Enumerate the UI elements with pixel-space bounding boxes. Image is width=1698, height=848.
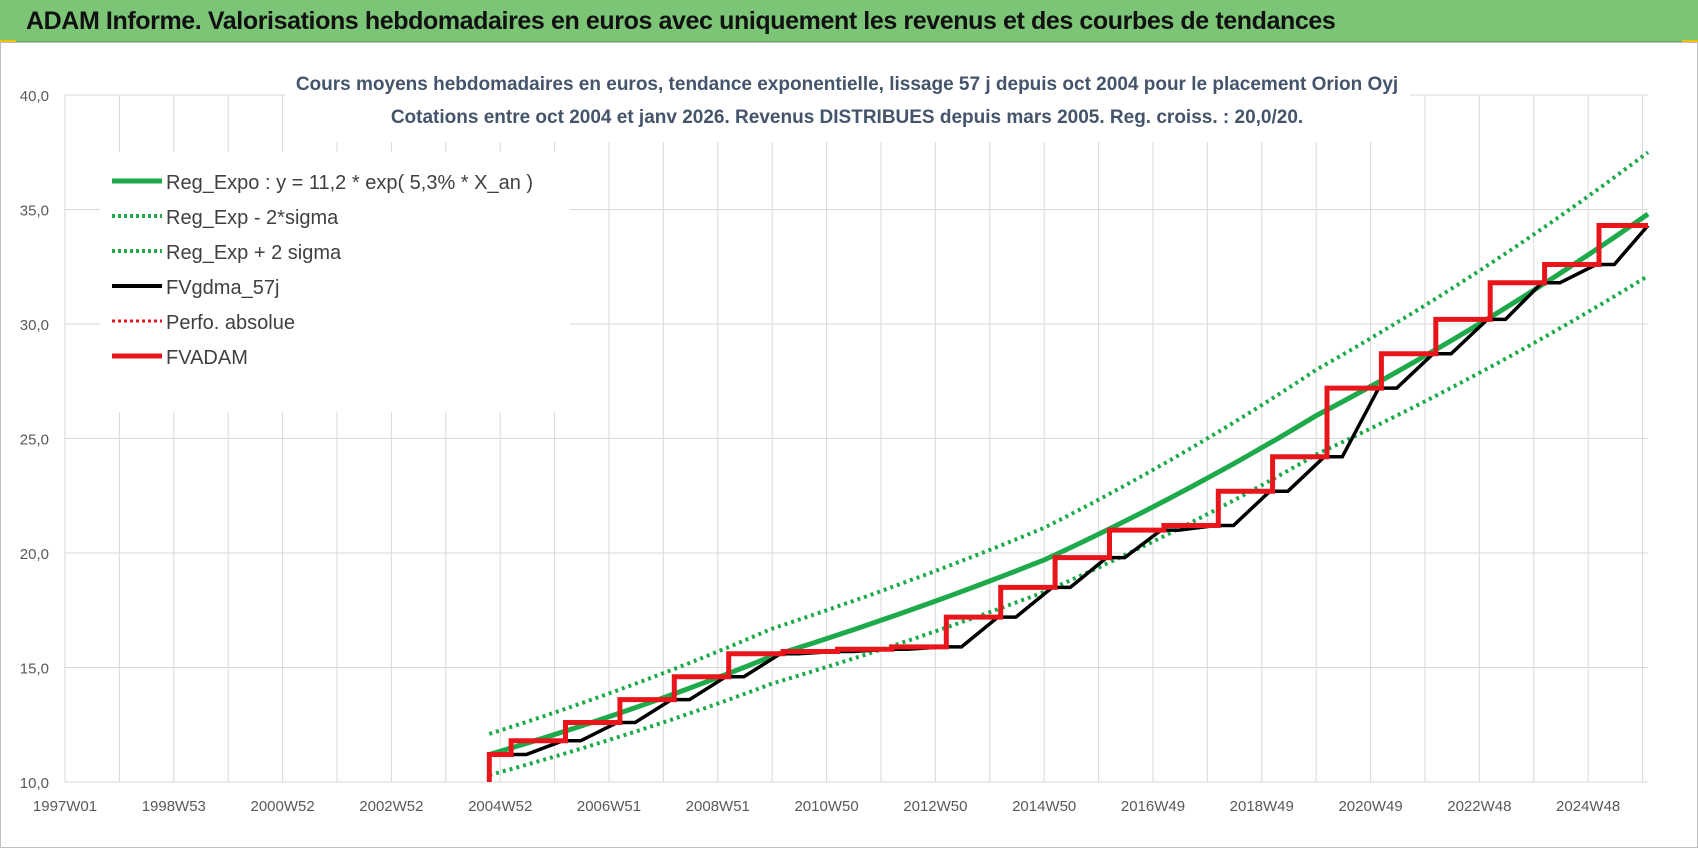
x-tick-label: 2016W49	[1121, 798, 1185, 815]
series-fvgdma-57j	[492, 224, 1650, 757]
x-tick-label: 1998W53	[142, 798, 206, 815]
x-tick-label: 1997W01	[33, 798, 97, 815]
y-tick-label: 30,0	[20, 317, 49, 334]
series-fvadam	[486, 223, 1648, 782]
x-tick-label: 2000W52	[250, 798, 314, 815]
x-tick-label: 2008W51	[686, 798, 750, 815]
x-tick-label: 2014W50	[1012, 798, 1076, 815]
x-tick-label: 2006W51	[577, 798, 641, 815]
banner: ADAM Informe. Valorisations hebdomadaire…	[0, 0, 1698, 42]
title-background	[285, 62, 1410, 142]
y-tick-label: 20,0	[20, 546, 49, 563]
chart: 10,0 15,0 20,0 25,0 30,0 35,0 40,0 1997W01 1998…	[0, 42, 1698, 848]
y-tick-label: 35,0	[20, 203, 49, 220]
x-tick-label: 2018W49	[1230, 798, 1294, 815]
series-group	[486, 150, 1650, 782]
y-tick-label: 40,0	[20, 88, 49, 105]
y-tick-label: 10,0	[20, 775, 49, 792]
chart-title: Cours moyens hebdomadaires en euros, ten…	[296, 74, 1398, 95]
x-tick-label: 2020W49	[1338, 798, 1402, 815]
x-tick-label: 2002W52	[359, 798, 423, 815]
x-tick-label: 2024W48	[1556, 798, 1620, 815]
x-tick-labels: 1997W01 1998W53 2000W52 2002W52 2004W52 2006W…	[33, 798, 1620, 815]
series-reg-exp-minus-2sigma	[488, 274, 1650, 778]
chart-titles: Cours moyens hebdomadaires en euros, ten…	[285, 62, 1410, 142]
legend-label-gdma: FVgdma_57j	[166, 277, 279, 299]
banner-title: ADAM Informe. Valorisations hebdomadaire…	[26, 7, 1336, 35]
chart-subtitle: Cotations entre oct 2004 et janv 2026. R…	[391, 107, 1303, 128]
legend: Reg_Expo : y = 11,2 * exp( 5,3% * X_an )…	[100, 152, 570, 412]
x-tick-label: 2012W50	[903, 798, 967, 815]
y-tick-labels: 10,0 15,0 20,0 25,0 30,0 35,0 40,0	[20, 88, 49, 792]
x-tick-label: 2004W52	[468, 798, 532, 815]
legend-label-adam: FVADAM	[166, 347, 248, 369]
legend-label-reg: Reg_Expo : y = 11,2 * exp( 5,3% * X_an )	[166, 172, 533, 194]
y-tick-label: 25,0	[20, 432, 49, 449]
x-tick-label: 2022W48	[1447, 798, 1511, 815]
legend-label-perfo: Perfo. absolue	[166, 312, 295, 334]
x-tick-label: 2010W50	[794, 798, 858, 815]
legend-label-reg-hi: Reg_Exp + 2 sigma	[166, 242, 342, 264]
legend-label-reg-lo: Reg_Exp - 2*sigma	[166, 207, 339, 229]
legend-background	[100, 152, 570, 412]
y-tick-label: 15,0	[20, 661, 49, 678]
